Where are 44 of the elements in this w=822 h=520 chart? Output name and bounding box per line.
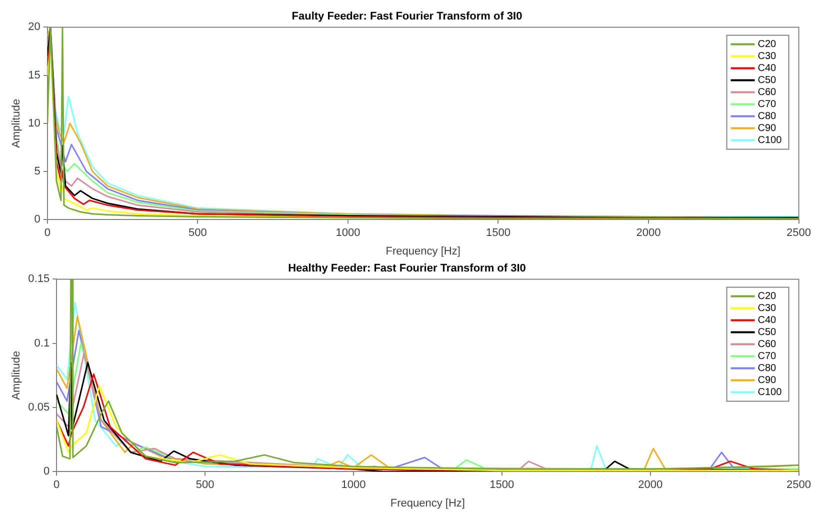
y-axis-title: Amplitude — [10, 98, 23, 148]
legend-label: C20 — [758, 38, 777, 50]
x-tick-label: 2000 — [636, 227, 661, 240]
legend-label: C50 — [758, 326, 777, 338]
y-tick-label: 0 — [34, 214, 40, 226]
x-tick-label: 2000 — [638, 479, 663, 492]
x-axis-title: Frequency [Hz] — [386, 245, 460, 258]
x-tick-label: 1000 — [341, 479, 366, 492]
x-tick-label: 1500 — [486, 227, 510, 240]
x-tick-label: 2500 — [786, 479, 812, 492]
x-tick-label: 0 — [54, 479, 60, 492]
y-tick-label: 0 — [43, 466, 50, 478]
y-tick-label: 0.15 — [28, 273, 50, 286]
chart-title: Faulty Feeder: Fast Fourier Transform of 3I0 — [292, 10, 522, 23]
legend-label: C100 — [758, 386, 782, 398]
y-tick-label: 0.05 — [28, 402, 50, 414]
legend-label: C80 — [758, 110, 777, 122]
x-axis-title: Frequency [Hz] — [390, 497, 465, 510]
x-tick-label: 1500 — [490, 479, 514, 492]
legend-label: C100 — [758, 134, 782, 146]
legend-label: C50 — [758, 74, 777, 86]
legend-label: C30 — [758, 302, 777, 314]
legend-label: C90 — [758, 374, 777, 386]
y-tick-label: 15 — [28, 69, 40, 82]
y-tick-label: 10 — [28, 117, 40, 130]
legend-label: C70 — [758, 98, 777, 110]
legend-label: C60 — [758, 86, 777, 98]
legend-label: C40 — [758, 62, 777, 74]
y-axis-title: Amplitude — [10, 350, 23, 400]
y-tick-label: 0.1 — [34, 337, 50, 350]
legend-label: C40 — [758, 314, 777, 326]
x-tick-label: 500 — [196, 479, 214, 492]
legend-label: C60 — [758, 338, 777, 350]
legend-label: C20 — [758, 290, 777, 302]
x-tick-label: 2500 — [786, 227, 812, 240]
legend-label: C30 — [758, 50, 777, 62]
x-tick-label: 1000 — [336, 227, 360, 240]
chart-title: Healthy Feeder: Fast Fourier Transform of 3I0 — [288, 262, 526, 275]
legend-label: C70 — [758, 350, 777, 362]
y-tick-label: 20 — [28, 21, 40, 34]
x-tick-label: 500 — [188, 227, 207, 240]
y-tick-label: 5 — [34, 166, 40, 178]
legend-label: C80 — [758, 362, 777, 374]
legend-label: C90 — [758, 122, 777, 134]
